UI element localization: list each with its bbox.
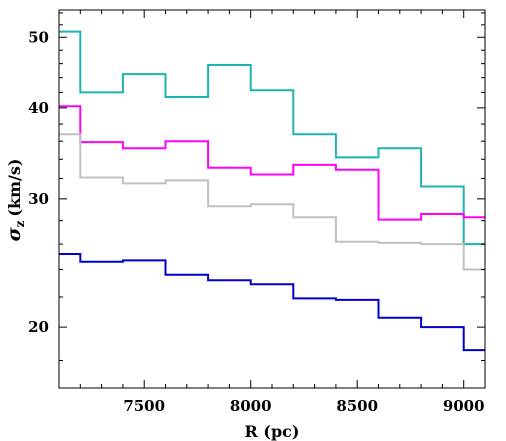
- y-axis-units: (km/s): [5, 159, 24, 217]
- tick-marks: [58, 10, 486, 388]
- y-tick-label: 50: [28, 28, 49, 46]
- series-line-2: [59, 105, 485, 221]
- svg-text:σz(km/s): σz (km/s): [3, 159, 27, 242]
- plot-frame: [58, 9, 486, 389]
- x-tick-label: 8500: [336, 397, 378, 415]
- series-line-3: [59, 133, 485, 271]
- series-line-4: [59, 253, 485, 352]
- x-tick-label: 8000: [230, 397, 272, 415]
- y-axis-title: σz (km/s): [3, 159, 27, 242]
- y-tick-label: 20: [28, 318, 49, 336]
- y-tick-label: 40: [28, 99, 49, 117]
- series-layer: [59, 30, 485, 352]
- x-tick-label: 7500: [123, 397, 165, 415]
- y-tick-label: 30: [28, 190, 49, 208]
- y-axis-subscript: z: [13, 220, 27, 227]
- tick-labels: 7500 8000 8500 9000 20 30 40 50: [28, 28, 484, 415]
- y-axis-symbol: σ: [3, 226, 25, 241]
- x-tick-label: 9000: [443, 397, 485, 415]
- x-axis-title: R (pc): [245, 422, 300, 441]
- series-line-1: [59, 30, 485, 246]
